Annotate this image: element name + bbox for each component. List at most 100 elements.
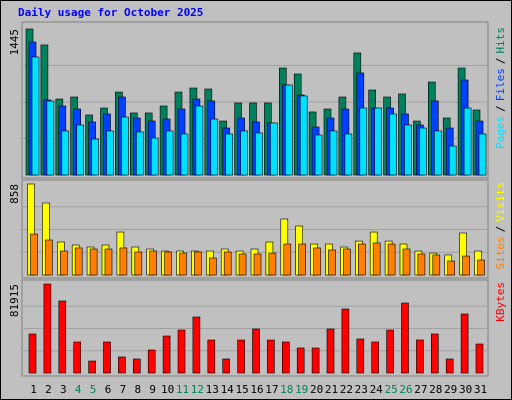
bar [341, 308, 350, 374]
bar [328, 249, 336, 276]
x-tick-label: 12 [191, 383, 204, 396]
bar [30, 233, 38, 276]
bar [402, 248, 411, 276]
x-tick-label: 22 [340, 383, 353, 396]
x-tick-label: 14 [221, 383, 235, 396]
bar [372, 242, 381, 276]
legend: Pages / Files / Hits [494, 27, 507, 149]
x-tick-label: 18 [280, 383, 293, 396]
bar [462, 255, 470, 276]
bar [177, 329, 186, 374]
bar [357, 243, 366, 276]
bar [88, 360, 96, 374]
x-tick-label: 27 [414, 383, 427, 396]
bar [45, 239, 53, 276]
x-tick-label: 8 [134, 383, 141, 396]
bar [430, 333, 439, 374]
bar [118, 356, 126, 374]
x-tick-label: 1 [30, 383, 37, 396]
bar [149, 250, 157, 276]
bar [106, 130, 114, 176]
x-tick-label: 10 [161, 383, 174, 396]
bar [76, 124, 84, 176]
x-tick-label: 9 [149, 383, 156, 396]
bar [43, 283, 52, 374]
legend-entry: Files [494, 68, 507, 101]
bar [401, 302, 409, 374]
bar [432, 254, 441, 276]
bar [416, 339, 424, 374]
x-tick-label: 4 [75, 383, 82, 396]
bar [445, 358, 454, 374]
x-tick-label: 19 [295, 383, 308, 396]
bar [311, 347, 320, 374]
bar [417, 253, 426, 276]
bar [192, 316, 201, 374]
bar [179, 252, 187, 276]
bar [162, 335, 171, 374]
x-tick-label: 7 [120, 383, 127, 396]
legend-entry: Hits [494, 27, 507, 54]
bar [240, 130, 248, 176]
legend-entry: Sites [494, 236, 507, 269]
bar [281, 341, 290, 374]
x-tick-label: 11 [176, 383, 189, 396]
bar [299, 95, 308, 176]
legend: KBytes [494, 282, 507, 322]
bar [329, 130, 338, 176]
bar [359, 107, 368, 176]
bar [344, 133, 353, 176]
x-tick-label: 25 [384, 383, 397, 396]
bar [356, 338, 365, 374]
bar [386, 329, 394, 374]
x-tick-label: 29 [444, 383, 457, 396]
bar [133, 358, 141, 374]
legend-separator: / [494, 105, 507, 112]
x-tick-label: 21 [325, 383, 338, 396]
y-tick-label: 81915 [8, 284, 21, 317]
bar [150, 137, 159, 176]
bar [267, 339, 275, 374]
chart-title: Daily usage for October 2025 [18, 6, 203, 19]
bar [134, 251, 143, 276]
bar [89, 248, 98, 276]
bar [180, 133, 189, 176]
x-tick-label: 16 [250, 383, 263, 396]
bar [296, 347, 305, 374]
bar [225, 133, 233, 176]
bar [74, 247, 83, 276]
x-tick-label: 15 [235, 383, 248, 396]
bar [209, 257, 217, 276]
bar [61, 130, 70, 176]
x-tick-label: 20 [310, 383, 323, 396]
legend-entry: Visits [494, 182, 507, 222]
bar [313, 247, 321, 276]
bar [404, 124, 412, 176]
bar [28, 333, 37, 374]
bar [73, 341, 81, 374]
bar [207, 339, 216, 374]
legend-entry: Pages [494, 116, 507, 149]
x-tick-label: 2 [45, 383, 52, 396]
y-tick-label: 858 [8, 184, 21, 204]
bar [164, 251, 172, 276]
bar [195, 105, 204, 176]
bar [31, 56, 40, 176]
bar [194, 251, 202, 276]
bar [210, 118, 219, 176]
bar [91, 138, 99, 176]
bar [374, 107, 383, 176]
x-tick-label: 24 [370, 383, 384, 396]
x-tick-label: 30 [459, 383, 472, 396]
bar [147, 349, 156, 374]
bar [284, 84, 293, 176]
bar [343, 248, 351, 276]
bar [475, 343, 484, 374]
x-tick-label: 31 [474, 383, 487, 396]
bar [165, 130, 174, 176]
bar [238, 253, 247, 276]
bar [58, 300, 67, 374]
bar [463, 107, 472, 176]
bar [433, 130, 442, 176]
